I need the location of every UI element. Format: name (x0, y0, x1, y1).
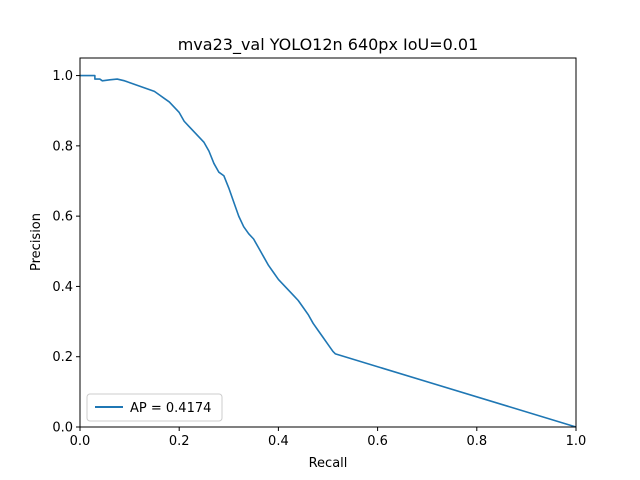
y-tick-label: 1.0 (52, 69, 73, 84)
plot-area (80, 58, 576, 427)
y-tick-label: 0.0 (52, 421, 73, 436)
x-tick-label: 0.2 (169, 434, 190, 449)
y-tick-label: 0.2 (52, 350, 73, 365)
chart-title: mva23_val YOLO12n 640px IoU=0.01 (178, 35, 479, 55)
y-tick-label: 0.8 (52, 139, 73, 154)
pr-curve-line (80, 74, 577, 428)
plot-frame (79, 57, 577, 428)
x-tick-label: 0.0 (70, 434, 91, 449)
x-axis-title: Recall (309, 456, 348, 471)
legend-label: AP = 0.4174 (130, 401, 211, 416)
series-layer (80, 74, 577, 428)
legend: AP = 0.4174 (86, 393, 223, 422)
x-tick-label: 1.0 (566, 434, 587, 449)
x-tick-label: 0.4 (268, 434, 289, 449)
y-tick-label: 0.6 (52, 210, 73, 225)
x-tick-label: 0.6 (367, 434, 388, 449)
axis-ticks: 0.0 0.2 0.4 0.6 0.8 1.0 0.0 0.2 0.4 0.6 0.8 1.0 (52, 69, 586, 449)
x-tick-label: 0.8 (466, 434, 487, 449)
y-tick-label: 0.4 (52, 280, 73, 295)
legend-box (86, 393, 223, 422)
y-axis-title: Precision (29, 213, 44, 271)
